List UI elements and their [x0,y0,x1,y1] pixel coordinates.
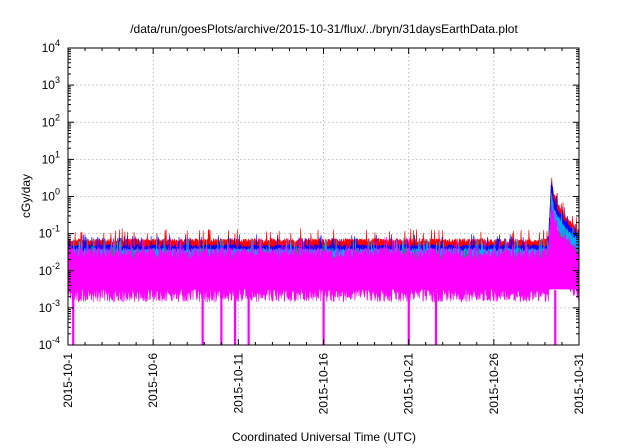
x-tick-label: 2015-10-31 [572,353,586,415]
y-tick-label: 104 [42,38,60,55]
series-dropout [201,290,204,345]
y-tick-label: 102 [42,112,60,129]
x-tick-label: 2015-10-21 [402,353,416,415]
x-tick-label: 2015-10-11 [231,353,245,414]
x-tick-label: 2015-10-26 [487,353,501,415]
y-axis-label: cGy/day [19,174,33,218]
y-axis-tick-labels: 10-4 10-3 10-2 10-1 100 101 102 103 104 [39,38,60,352]
y-tick-label: 100 [42,187,60,204]
x-axis-label: Coordinated Universal Time (UTC) [232,430,416,444]
x-tick-label: 2015-10-1 [61,353,75,408]
series-dropout [233,290,237,345]
series-dropout [434,290,438,345]
y-tick-label: 10-1 [39,224,60,241]
series-dropout [554,290,557,345]
x-tick-label: 2015-10-6 [146,353,160,408]
y-tick-label: 103 [42,75,60,92]
series-dropout [220,290,223,345]
y-tick-label: 10-2 [39,261,60,278]
series-dropout [72,290,75,345]
plot-area [67,177,580,345]
x-axis-tick-labels: 2015-10-1 2015-10-6 2015-10-11 2015-10-16 20… [61,353,586,415]
series-dropout [322,290,325,345]
series-dropout [407,290,410,345]
y-tick-label: 10-4 [39,335,60,352]
chart-title: /data/run/goesPlots/archive/2015-10-31/f… [130,22,518,36]
axis-ticks [67,47,580,346]
series-dropout [247,290,250,345]
y-tick-label: 101 [42,149,60,166]
x-tick-label: 2015-10-16 [317,353,331,415]
y-tick-label: 10-3 [39,298,60,315]
